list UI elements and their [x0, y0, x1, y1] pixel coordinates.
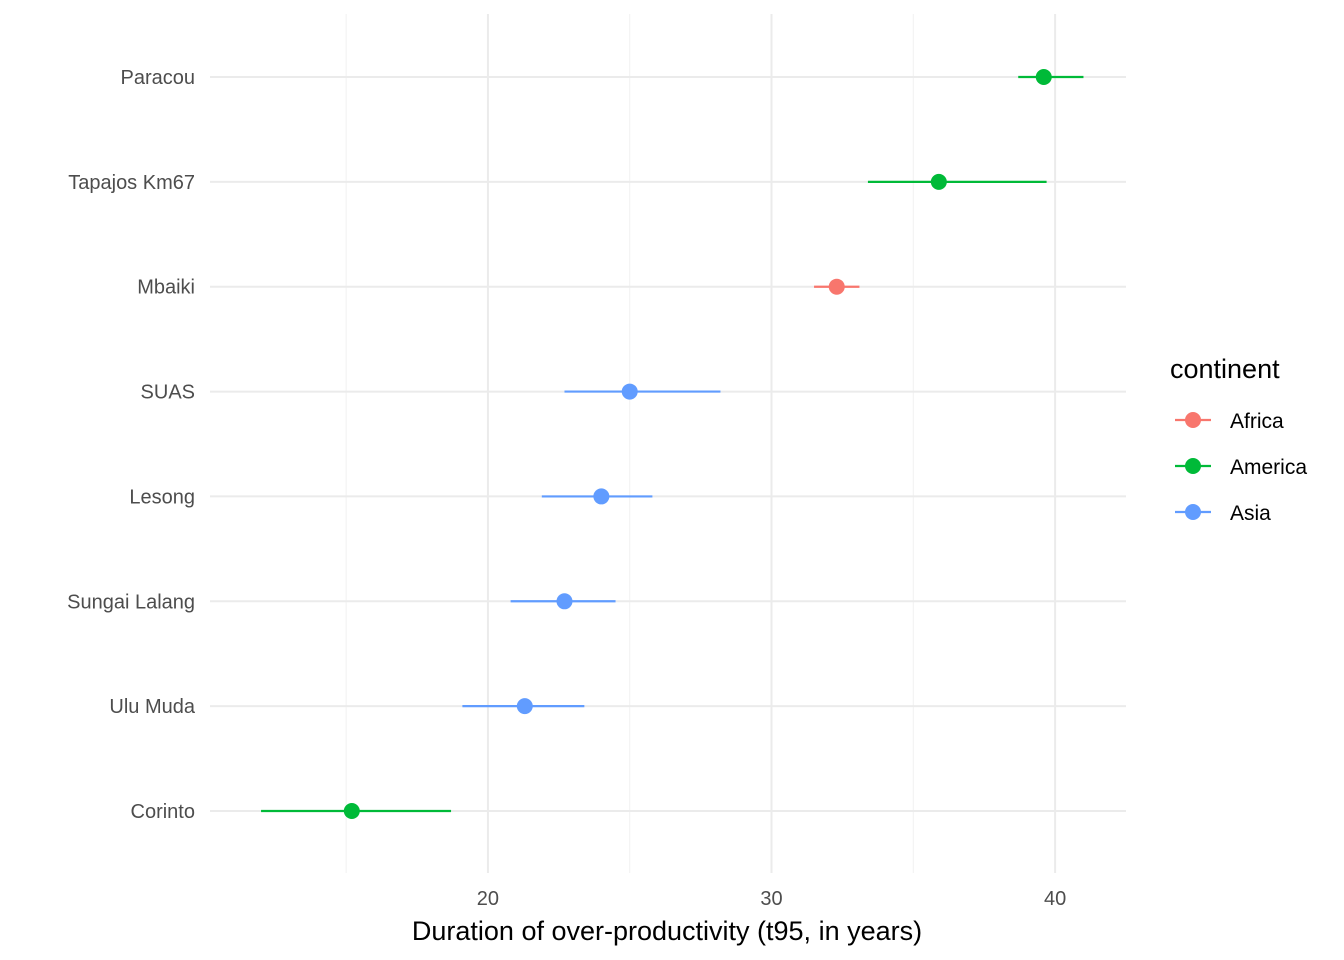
y-tick-label: Corinto	[131, 801, 195, 823]
legend-label: Africa	[1230, 410, 1284, 433]
y-tick-label: Sungai Lalang	[67, 591, 195, 613]
legend-key-point	[1185, 458, 1201, 474]
data-point	[556, 593, 573, 610]
x-tick-label: 40	[1044, 888, 1066, 910]
y-tick-label: Ulu Muda	[109, 696, 195, 718]
legend-title: continent	[1170, 354, 1280, 384]
x-tick-label: 20	[477, 888, 499, 910]
y-tick-label: Paracou	[121, 67, 196, 89]
y-tick-label: Tapajos Km67	[68, 172, 195, 194]
legend-key-point	[1185, 412, 1201, 428]
y-axis-labels: Corinto Ulu Muda Sungai Lalang Lesong SUAS Mb…	[67, 67, 196, 823]
legend-entries: Africa America Asia	[1175, 410, 1307, 525]
x-tick-label: 30	[760, 888, 782, 910]
legend-label: Asia	[1230, 502, 1271, 525]
data-point	[828, 278, 845, 295]
data-point	[1035, 69, 1052, 85]
data-point	[930, 173, 947, 190]
data-point	[593, 488, 610, 505]
legend-label: America	[1230, 456, 1307, 479]
y-tick-label: SUAS	[141, 382, 195, 404]
legend: continent Africa America Asia	[1170, 354, 1307, 525]
x-axis-title: Duration of over-productivity (t95, in y…	[412, 916, 922, 946]
data-point	[343, 803, 360, 819]
y-tick-label: Lesong	[129, 486, 195, 508]
legend-key-point	[1185, 504, 1201, 520]
data-point	[516, 698, 533, 715]
data-point	[621, 383, 638, 400]
x-axis-labels: 20 30 40	[477, 888, 1066, 910]
data-layer	[261, 69, 1084, 819]
y-tick-label: Mbaiki	[137, 277, 195, 299]
